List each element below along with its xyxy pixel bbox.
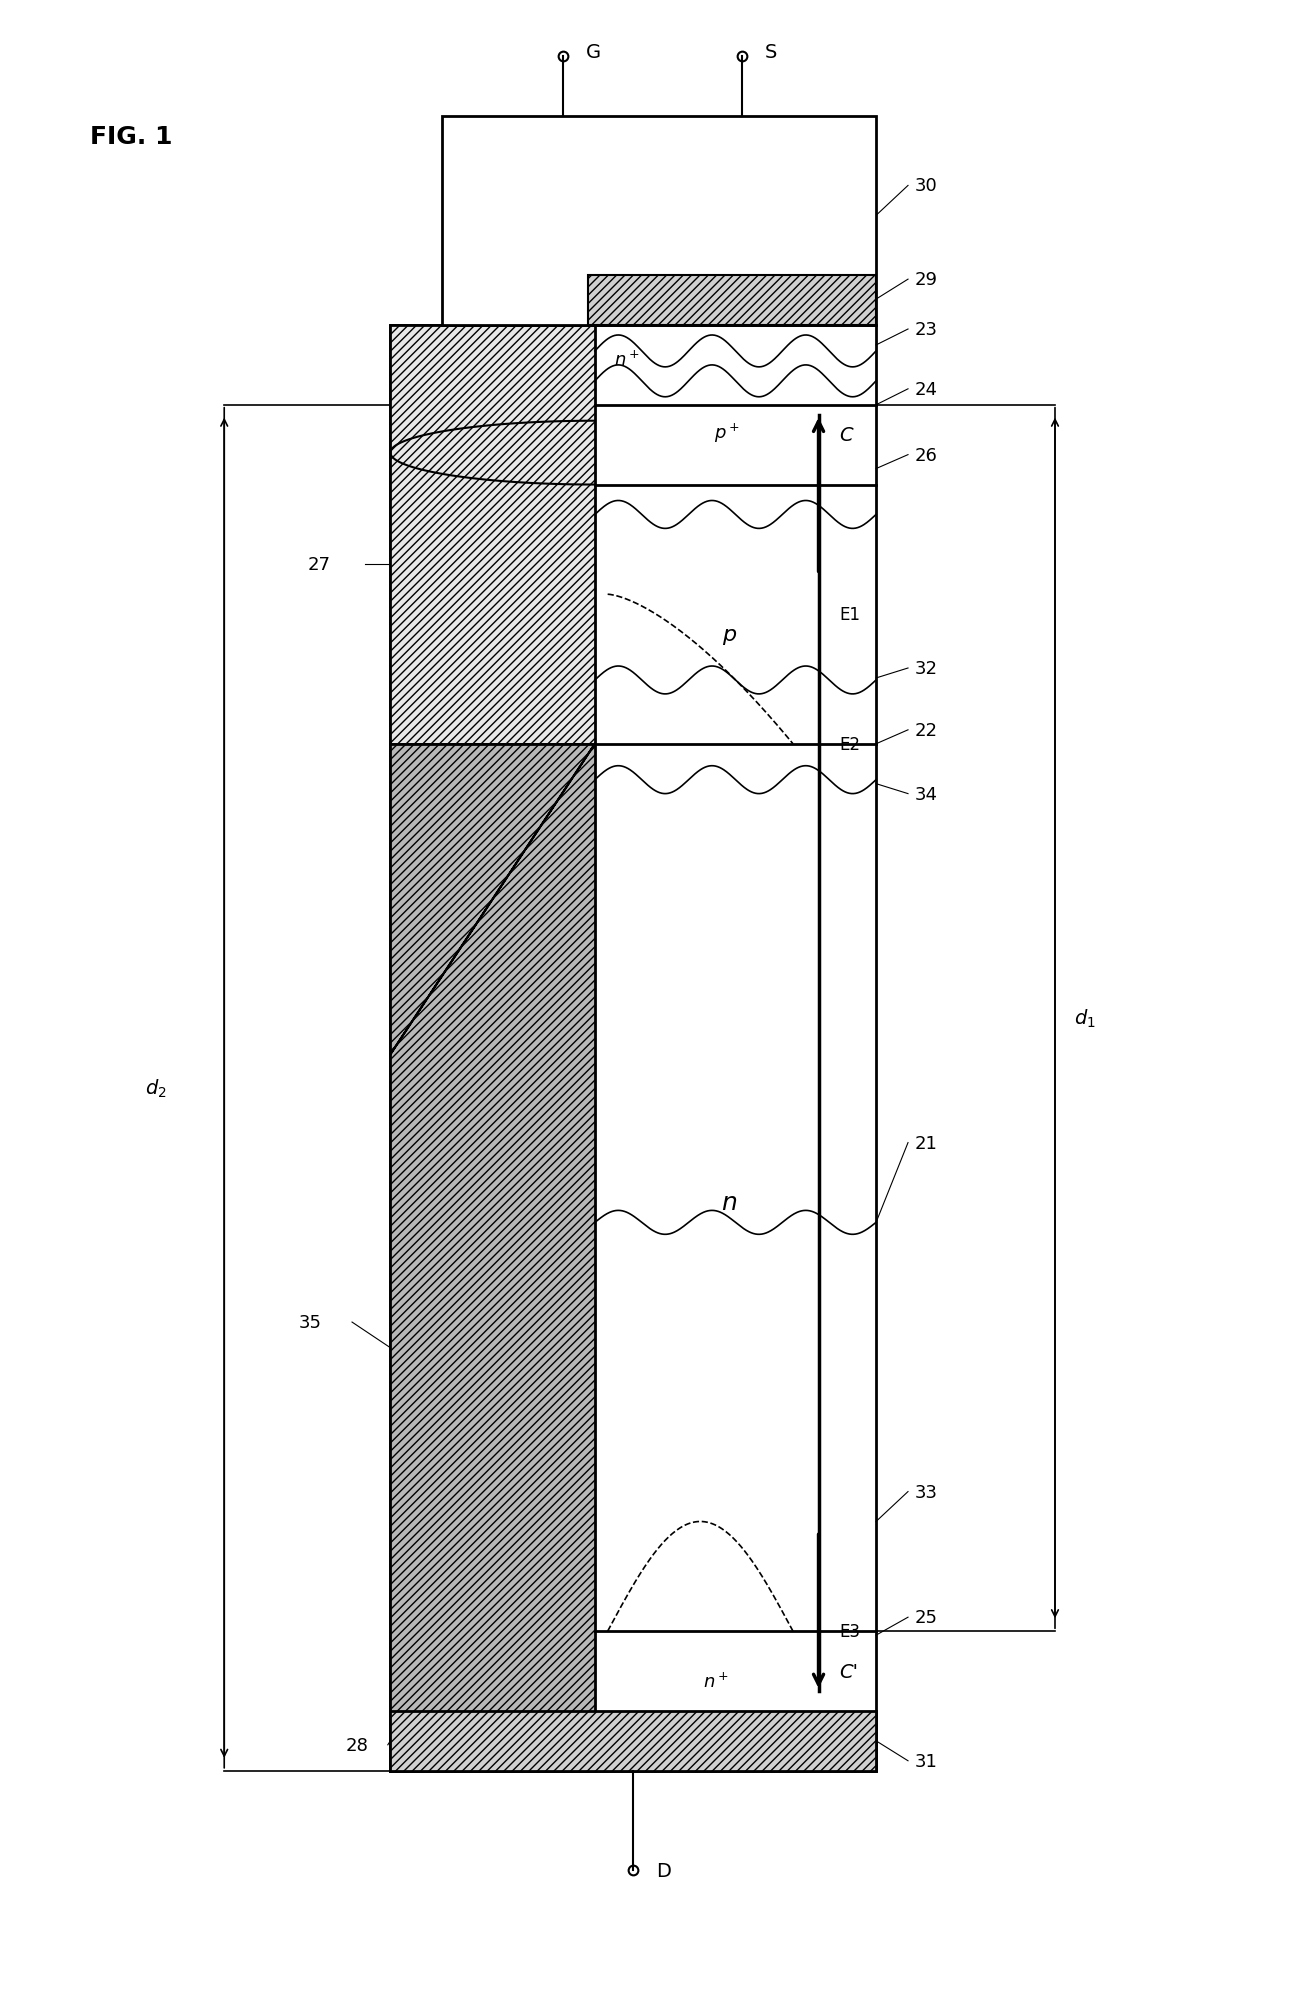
- Text: 24: 24: [915, 381, 938, 399]
- Text: C: C: [839, 425, 853, 446]
- Text: E2: E2: [839, 735, 860, 753]
- Text: D: D: [656, 1860, 671, 1881]
- Text: 27: 27: [307, 556, 331, 574]
- Text: E1: E1: [839, 606, 860, 624]
- Text: 29: 29: [915, 271, 938, 289]
- Text: 26: 26: [915, 446, 937, 464]
- Text: $d_1$: $d_1$: [1074, 1008, 1096, 1030]
- Bar: [442, 116, 876, 325]
- Bar: [588, 277, 876, 325]
- Text: 22: 22: [915, 721, 938, 739]
- Text: 35: 35: [298, 1313, 322, 1331]
- Text: S: S: [765, 44, 778, 62]
- Text: 30: 30: [915, 177, 937, 195]
- Text: $n^+$: $n^+$: [703, 1672, 729, 1690]
- Bar: [390, 745, 594, 1770]
- Text: E3: E3: [839, 1622, 860, 1640]
- Text: $n^+$: $n^+$: [614, 349, 640, 369]
- Bar: [390, 325, 876, 1770]
- Text: G: G: [587, 44, 601, 62]
- Text: 21: 21: [915, 1134, 937, 1152]
- Text: 25: 25: [915, 1608, 938, 1626]
- Text: 23: 23: [915, 321, 938, 339]
- Text: 33: 33: [915, 1483, 938, 1501]
- Bar: [390, 325, 594, 745]
- Text: 28: 28: [346, 1736, 368, 1754]
- Text: 31: 31: [915, 1752, 937, 1770]
- Text: 34: 34: [915, 785, 938, 803]
- Text: $d_2$: $d_2$: [145, 1078, 167, 1100]
- Text: $p^+$: $p^+$: [713, 421, 739, 446]
- Text: p: p: [722, 624, 736, 644]
- Text: C': C': [839, 1662, 858, 1680]
- Text: FIG. 1: FIG. 1: [90, 124, 173, 149]
- Bar: [390, 1712, 876, 1770]
- Text: n: n: [721, 1190, 736, 1214]
- Text: 32: 32: [915, 660, 938, 678]
